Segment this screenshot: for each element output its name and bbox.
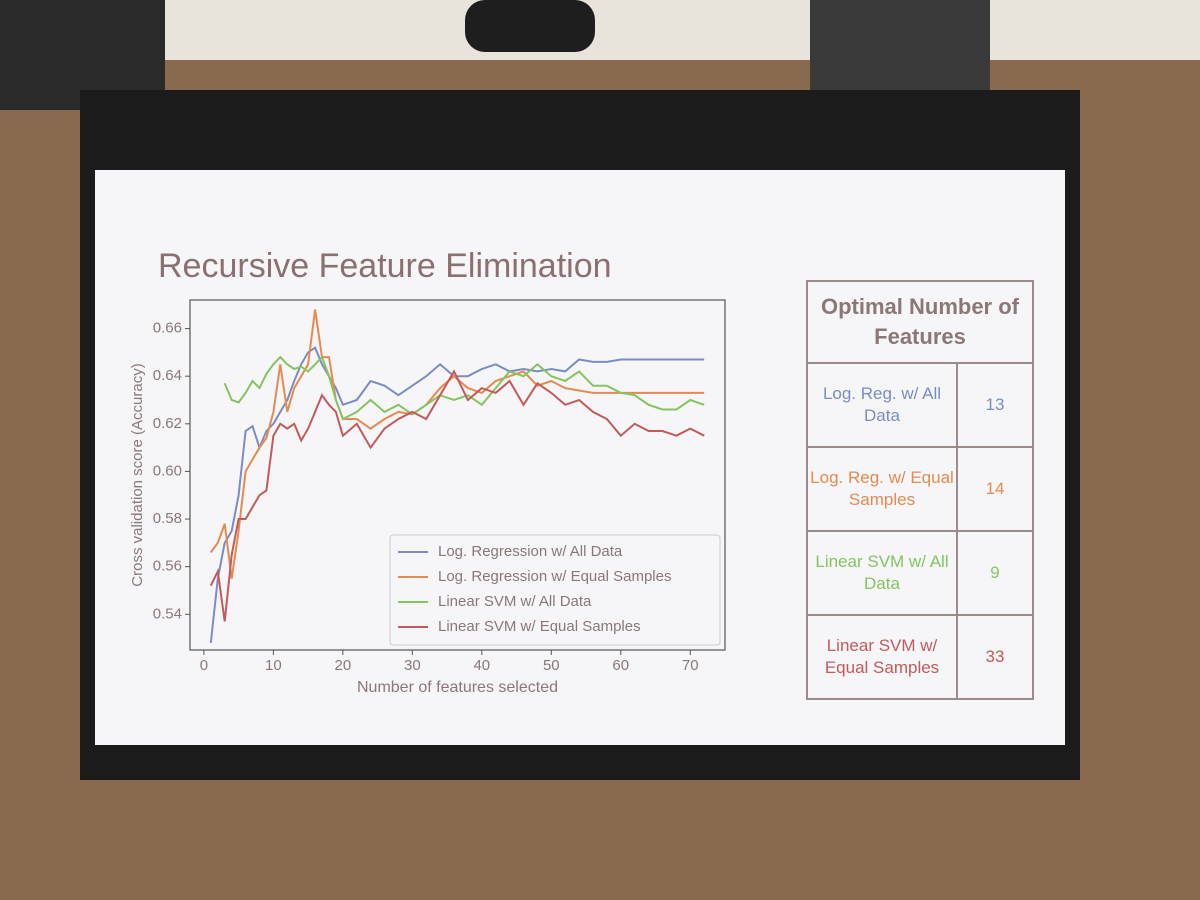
x-tick-label: 20 — [335, 657, 352, 674]
legend-label: Log. Regression w/ Equal Samples — [438, 568, 671, 585]
cell: Linear SVM w/ Equal Samples — [806, 614, 958, 700]
cell: 9 — [956, 530, 1034, 616]
series-line — [209, 369, 705, 622]
x-tick-label: 10 — [265, 657, 282, 674]
x-tick-label: 40 — [473, 657, 490, 674]
y-tick-label: 0.64 — [153, 367, 182, 384]
ceiling — [0, 0, 1200, 60]
legend-label: Linear SVM w/ All Data — [438, 593, 592, 610]
table-header: Optimal Number of Features — [806, 280, 1034, 364]
y-tick-label: 0.58 — [153, 510, 182, 527]
cell: Linear SVM w/ All Data — [806, 530, 958, 616]
x-tick-label: 50 — [543, 657, 560, 674]
cell: 14 — [956, 446, 1034, 532]
x-tick-label: 0 — [200, 657, 208, 674]
x-tick-label: 70 — [682, 657, 699, 674]
series-line — [223, 355, 705, 421]
y-tick-label: 0.60 — [153, 462, 182, 479]
x-tick-label: 60 — [612, 657, 629, 674]
projector — [465, 0, 595, 52]
series-line — [209, 309, 705, 579]
cell: Log. Reg. w/ Equal Samples — [806, 446, 958, 532]
plot-frame — [189, 299, 726, 651]
speaker — [810, 0, 990, 90]
y-tick-label: 0.56 — [153, 558, 182, 575]
legend-label: Linear SVM w/ Equal Samples — [438, 618, 641, 635]
table: Optimal Number of Features Log. Reg. w/ … — [806, 280, 1034, 700]
legend-label: Log. Regression w/ All Data — [438, 543, 623, 560]
x-tick-label: 30 — [404, 657, 421, 674]
series-line — [209, 346, 705, 644]
y-axis-label: Cross validation score (Accuracy) — [129, 363, 146, 586]
x-axis-label: Number of features selected — [357, 679, 558, 696]
y-tick-label: 0.62 — [153, 415, 182, 432]
slide-title: Recursive Feature Elimination — [158, 247, 612, 285]
y-tick-label: 0.66 — [153, 320, 182, 337]
cell: 13 — [956, 362, 1034, 448]
legend-box — [389, 534, 721, 646]
y-tick-label: 0.54 — [153, 605, 182, 622]
cell: Log. Reg. w/ All Data — [806, 362, 958, 448]
cell: 33 — [956, 614, 1034, 700]
